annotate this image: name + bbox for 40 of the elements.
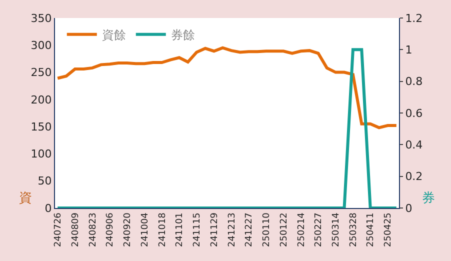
x-tick-label: 250411 [366, 212, 376, 247]
x-tick-label: 240809 [70, 212, 81, 247]
legend-label: 券餘 [170, 28, 195, 42]
x-tick-label: 250328 [348, 212, 359, 247]
y-tick-label: 350 [30, 12, 52, 25]
x-tick-label: 250314 [332, 212, 342, 247]
y-tick-label: 150 [30, 120, 52, 134]
y-tick-label: 300 [30, 38, 52, 52]
y-tick-label: 250 [30, 66, 52, 80]
y-axis-title: 資 [19, 191, 32, 206]
legend-label: 資餘 [102, 28, 126, 42]
line-series [56, 46, 398, 130]
y-tick-label: 0 [44, 202, 52, 215]
y-tick-label: 200 [30, 93, 52, 106]
y2-tick-label: 0.8 [405, 75, 423, 88]
x-tick-label: 250425 [384, 212, 394, 247]
x-tick-label: 241004 [140, 212, 150, 247]
x-tick-label: 241227 [244, 212, 255, 247]
x-tick-label: 241213 [227, 212, 238, 247]
x-tick-label: 241018 [158, 212, 168, 247]
y2-tick-label: 0.2 [405, 170, 423, 184]
x-tick-label: 241115 [192, 212, 203, 247]
y2-tick-label: 0.4 [405, 138, 423, 152]
y-tick-label: 50 [38, 174, 52, 188]
x-tick-label: 241101 [175, 212, 186, 247]
x-tick-label: 250214 [296, 212, 307, 247]
x-tick-label: 250227 [314, 212, 324, 247]
x-tick-label: 241129 [210, 212, 220, 247]
x-tick-label: 250122 [279, 212, 290, 247]
x-tick-label: 240823 [88, 212, 98, 247]
x-tick-label: 250110 [262, 212, 272, 247]
y2-tick-label: 1.2 [405, 12, 423, 25]
x-tick-label: 240906 [106, 212, 116, 247]
y2-tick-label: 1 [405, 44, 412, 57]
x-tick-label: 240920 [123, 212, 134, 247]
y-tick-label: 100 [30, 148, 52, 161]
x-tick-label: 240726 [54, 212, 64, 247]
y2-axis-title: 券 [422, 191, 435, 206]
y2-tick-label: 0.6 [405, 106, 423, 120]
y2-tick-label: 0 [405, 202, 412, 215]
